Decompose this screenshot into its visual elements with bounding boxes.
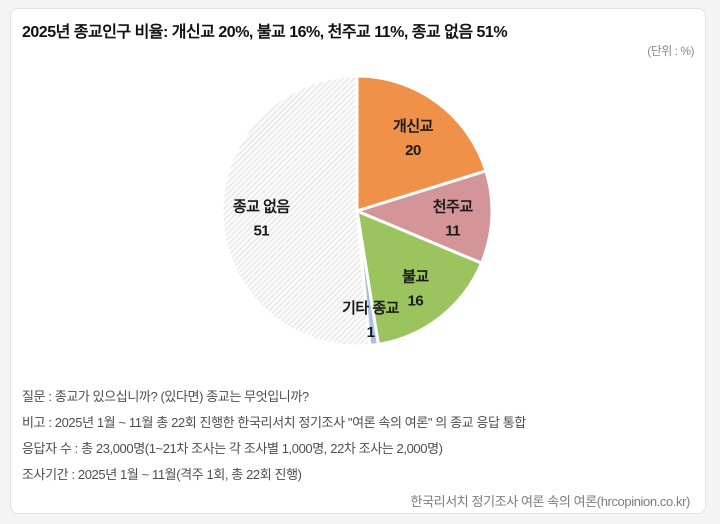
source-credit: 한국리서치 정기조사 여론 속의 여론(hrcopinion.co.kr) <box>410 494 691 509</box>
chart-title: 2025년 종교인구 비율: 개신교 20%, 불교 16%, 천주교 11%,… <box>22 24 508 41</box>
pie-slice-protestant-value: 20 <box>405 142 421 159</box>
pie-slice-catholic <box>355 169 494 265</box>
pie-slice-protestant-label: 개신교 <box>393 117 434 135</box>
pie-slice-other-religion-label: 기타 종교 <box>342 300 400 317</box>
footnotes: 질문 : 종교가 있으십니까? (있다면) 종교는 무엇입니까? 비고 : 20… <box>22 384 526 488</box>
footnote-period: 조사기간 : 2025년 1월 ~ 11월(격주 1회, 총 22회 진행) <box>22 467 302 482</box>
footnote-note: 비고 : 2025년 1월 ~ 11월 총 22회 진행한 한국리서치 정기조사… <box>22 415 526 430</box>
pie-slice-no-religion-label: 종교 없음 <box>233 199 291 216</box>
pie-slice-protestant <box>355 74 488 213</box>
pie-slice-buddhism <box>355 209 484 346</box>
pie-slice-other-religion-value: 1 <box>367 324 375 341</box>
pie-slice-buddhism-label: 불교 <box>402 268 429 285</box>
pie-slice-no-religion-value: 51 <box>253 223 269 240</box>
footnote-respondents: 응답자 수 : 총 23,000명(1~21차 조사는 각 조사별 1,000명… <box>22 441 443 456</box>
pie-slice-catholic-value: 11 <box>445 223 460 240</box>
pie-slice-catholic-label: 천주교 <box>433 198 474 216</box>
unit-note: (단위 : %) <box>647 44 694 58</box>
footnote-question: 질문 : 종교가 있으십니까? (있다면) 종교는 무엇입니까? <box>22 389 309 404</box>
pie-slice-buddhism-value: 16 <box>408 292 424 309</box>
pie-slice-no-religion <box>220 74 372 348</box>
